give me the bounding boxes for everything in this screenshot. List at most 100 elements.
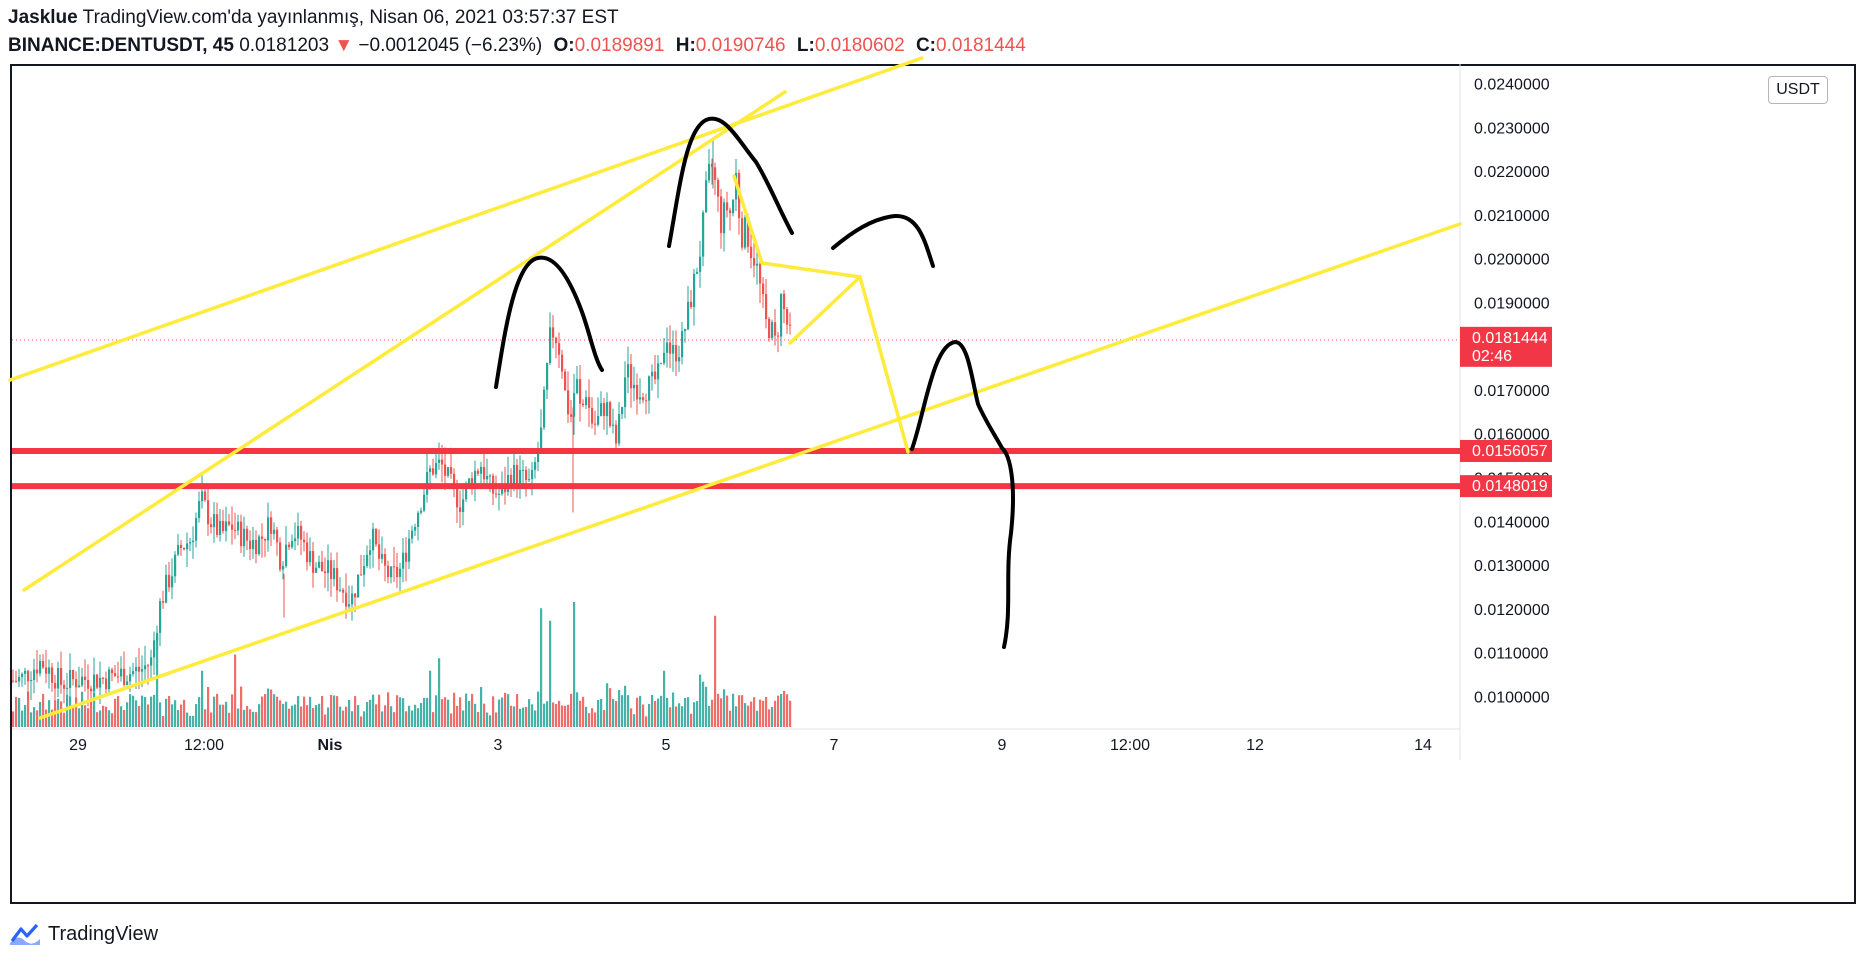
volume-bar <box>660 695 663 727</box>
volume-bar <box>90 700 93 727</box>
symbol-line: BINANCE:DENTUSDT, 45 0.0181203 ▼ −0.0012… <box>8 34 1848 58</box>
volume-bar <box>555 704 558 727</box>
candle-body <box>516 464 519 486</box>
volume-bar <box>15 697 18 727</box>
candle-body <box>750 246 753 259</box>
volume-bar <box>528 699 531 727</box>
price-tick-label: 0.0160000 <box>1474 427 1550 444</box>
candle-body <box>747 217 750 247</box>
candle-body <box>774 322 777 336</box>
volume-bar <box>144 697 147 727</box>
volume-bar <box>543 703 546 727</box>
volume-bar <box>270 689 273 727</box>
volume-bar <box>678 703 681 727</box>
volume-bar <box>123 709 126 727</box>
candle-body <box>210 524 213 528</box>
freehand-stroke <box>831 213 935 268</box>
volume-bar <box>39 702 42 727</box>
candle-body <box>540 427 543 450</box>
candle-body <box>30 680 33 682</box>
volume-bar <box>216 693 219 727</box>
volume-bar <box>459 697 462 727</box>
volume-bar <box>711 699 714 727</box>
volume-bar <box>483 703 486 727</box>
volume-bar <box>225 701 228 727</box>
trend-lines <box>8 56 1462 720</box>
candle-body <box>390 566 393 578</box>
volume-bar <box>525 706 528 727</box>
currency-unit-button[interactable]: USDT <box>1768 76 1828 104</box>
price-tick-label: 0.0190000 <box>1474 295 1550 312</box>
price-change: −0.0012045 (−6.23%) <box>358 35 543 56</box>
volume-bar <box>60 701 63 727</box>
volume-bar <box>207 687 210 727</box>
time-tick-label: 12:00 <box>1110 737 1150 754</box>
tradingview-brand[interactable]: TradingView <box>48 922 159 945</box>
candle-body <box>54 682 57 689</box>
volume-bar <box>462 710 465 727</box>
volume-bar <box>297 696 300 727</box>
volume-bar <box>252 711 255 727</box>
candle-body <box>693 273 696 308</box>
candle-body <box>765 294 768 320</box>
candle-body <box>99 677 102 688</box>
candle-body <box>408 538 411 562</box>
volume-bar <box>576 692 579 727</box>
last-price: 0.0181203 <box>239 35 330 56</box>
candle-body <box>171 576 174 588</box>
volume-bar <box>513 706 516 727</box>
volume-bar <box>336 696 339 727</box>
candle-body <box>546 363 549 390</box>
volume-bar <box>333 695 336 727</box>
candle-body <box>657 363 660 380</box>
volume-bar <box>579 700 582 727</box>
candle-body <box>627 364 630 378</box>
volume-bar <box>474 703 477 727</box>
candle-body <box>525 469 528 481</box>
volume-bar <box>363 711 366 727</box>
volume-bar <box>402 698 405 727</box>
candle-body <box>69 670 72 688</box>
volume-bar <box>435 695 438 727</box>
candle-body <box>576 379 579 394</box>
volume-bar <box>531 704 534 727</box>
volume-bar <box>45 709 48 727</box>
candle-body <box>624 377 627 408</box>
volume-bar <box>753 697 756 727</box>
candle-body <box>543 389 546 428</box>
volume-bar <box>675 706 678 727</box>
candle-body <box>645 400 648 402</box>
candle-body <box>306 542 309 563</box>
candle-body <box>261 536 264 539</box>
candle-body <box>33 669 36 681</box>
price-tick-label: 0.0230000 <box>1474 120 1550 137</box>
volume-bar <box>585 706 588 727</box>
volume-bar <box>276 696 279 727</box>
volume-bar <box>354 696 357 727</box>
candle-body <box>117 676 120 678</box>
chart-header: Jasklue TradingView.com'da yayınlanmış, … <box>8 6 1848 58</box>
candle-body <box>366 554 369 567</box>
candle-body <box>771 322 774 339</box>
author-name[interactable]: Jasklue <box>8 7 78 28</box>
volume-bar <box>399 697 402 727</box>
volume-bar <box>264 694 267 727</box>
candle-body <box>789 324 792 326</box>
volume-bar <box>594 712 597 727</box>
price-tick-label: 0.0140000 <box>1474 514 1550 531</box>
freehand-stroke <box>494 255 604 389</box>
time-tick-label: 29 <box>69 737 87 754</box>
candle-body <box>162 601 165 603</box>
symbol-name[interactable]: BINANCE:DENTUSDT, 45 <box>8 35 234 56</box>
volume-bar <box>705 686 708 727</box>
candle-body <box>615 424 618 444</box>
candle-body <box>324 571 327 574</box>
volume-bar <box>135 700 138 727</box>
volume-bar <box>456 705 459 727</box>
volume-bar <box>231 694 234 727</box>
candle-body <box>126 681 129 685</box>
volume-bar <box>696 701 699 727</box>
candle-body <box>87 679 90 689</box>
low-value: 0.0180602 <box>814 35 905 56</box>
